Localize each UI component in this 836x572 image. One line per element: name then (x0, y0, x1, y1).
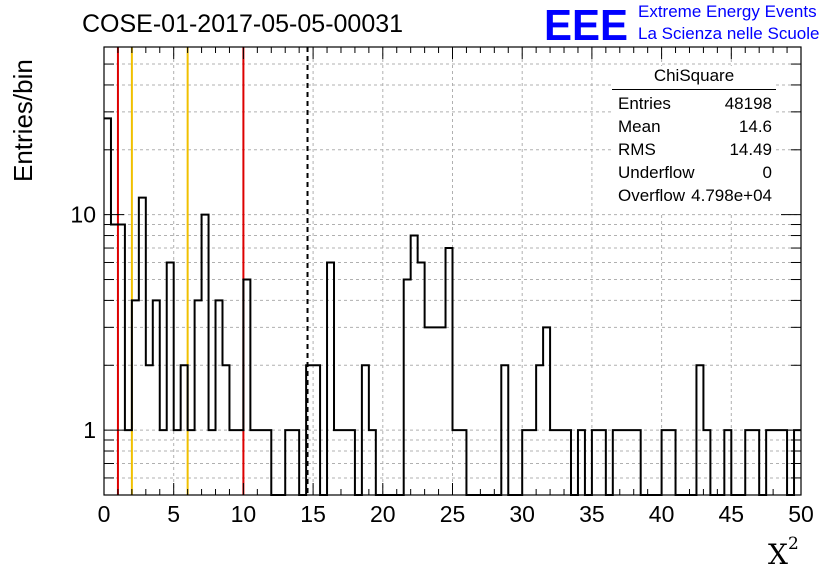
x-tick-label: 10 (231, 501, 257, 527)
x-tick-label: 45 (719, 501, 745, 527)
stats-row-rms: RMS 14.49 (618, 140, 772, 162)
logo-line-1: Extreme Energy Events (638, 2, 817, 21)
x-tick-label: 50 (788, 501, 814, 527)
x-tick-label: 40 (649, 501, 675, 527)
stats-row-entries: Entries 48198 (618, 94, 772, 116)
stats-key: Mean (618, 117, 661, 136)
x-axis-label: X2 (768, 534, 799, 571)
stats-title: ChiSquare (612, 66, 776, 90)
x-tick-label: 0 (98, 501, 111, 527)
svg-text:EEE: EEE (544, 4, 628, 44)
y-tick-label: 1 (83, 417, 96, 443)
stats-key: Entries (618, 94, 671, 113)
x-tick-label: 5 (167, 501, 180, 527)
stats-row-mean: Mean 14.6 (618, 117, 772, 139)
x-tick-label: 30 (509, 501, 535, 527)
stats-value: 14.49 (729, 140, 772, 159)
x-tick-label: 25 (440, 501, 466, 527)
logo-line-2: La Scienza nelle Scuole (638, 24, 820, 43)
stats-value: 14.6 (738, 117, 772, 136)
stats-row-underflow: Underflow 0 (618, 163, 772, 185)
chart-title: COSE-01-2017-05-05-00031 (82, 10, 404, 38)
x-tick-label: 35 (579, 501, 605, 527)
stats-key: RMS (618, 140, 656, 159)
tick-labels: 0 5 10 15 20 25 30 35 40 45 50 1 10 (70, 202, 813, 527)
stats-key: Overflow (618, 186, 686, 205)
x-tick-label: 15 (300, 501, 326, 527)
y-tick-label: 10 (70, 202, 96, 228)
stats-row-overflow: Overflow 4.798e+04 (618, 186, 772, 208)
eee-logo: EEE (544, 4, 628, 44)
tick-marks (103, 47, 802, 495)
stats-value: 48198 (724, 94, 772, 113)
stats-key: Underflow (618, 163, 695, 182)
stats-box: ChiSquare Entries 48198 Mean 14.6 RMS 14… (612, 66, 776, 212)
stats-value: 4.798e+04 (691, 186, 772, 205)
x-tick-label: 20 (370, 501, 396, 527)
stats-value: 0 (762, 163, 772, 182)
